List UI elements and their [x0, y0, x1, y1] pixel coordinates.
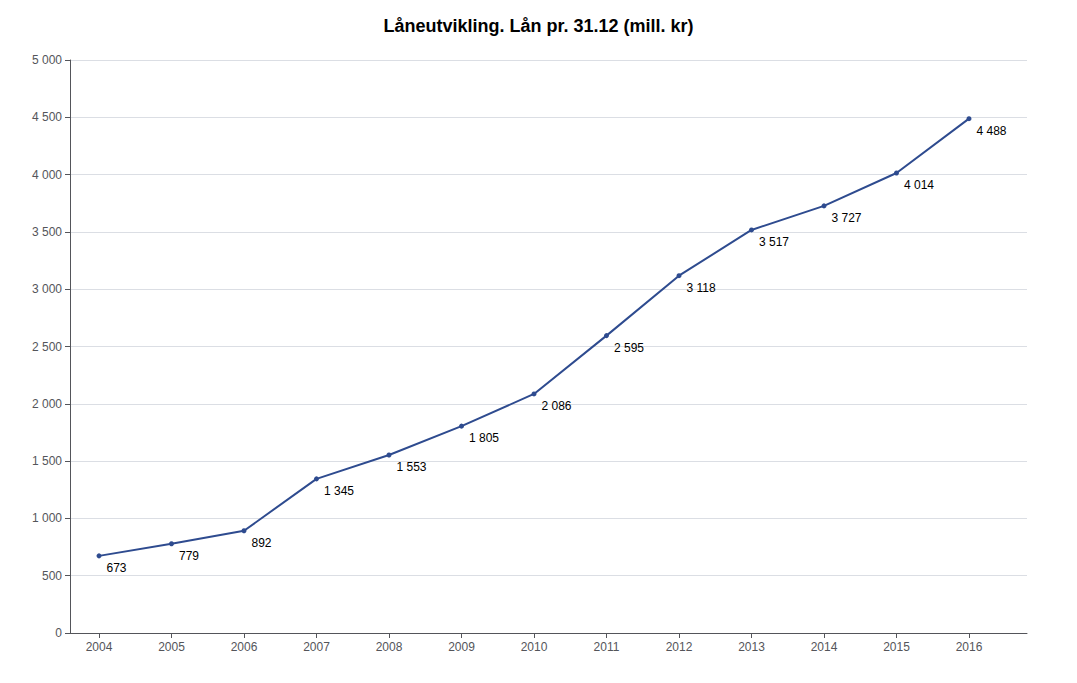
svg-text:2 500: 2 500 [32, 340, 62, 354]
svg-text:2012: 2012 [666, 640, 693, 654]
svg-text:1 553: 1 553 [397, 460, 427, 474]
svg-text:2013: 2013 [738, 640, 765, 654]
svg-text:2006: 2006 [231, 640, 258, 654]
svg-text:2004: 2004 [86, 640, 113, 654]
svg-text:3 727: 3 727 [832, 211, 862, 225]
svg-text:779: 779 [179, 549, 199, 563]
svg-text:2008: 2008 [376, 640, 403, 654]
svg-text:3 118: 3 118 [687, 281, 716, 295]
svg-text:892: 892 [252, 536, 272, 550]
svg-text:3 517: 3 517 [759, 235, 789, 249]
svg-text:673: 673 [107, 561, 127, 575]
svg-text:500: 500 [42, 569, 62, 583]
svg-text:3 000: 3 000 [32, 282, 62, 296]
svg-text:1 805: 1 805 [469, 431, 499, 445]
svg-text:0: 0 [55, 626, 62, 640]
svg-text:2010: 2010 [521, 640, 548, 654]
svg-text:2009: 2009 [448, 640, 475, 654]
svg-text:2011: 2011 [594, 640, 620, 654]
svg-text:1 500: 1 500 [32, 454, 62, 468]
svg-text:4 014: 4 014 [904, 178, 934, 192]
svg-text:5 000: 5 000 [32, 53, 62, 67]
svg-text:1 000: 1 000 [32, 511, 62, 525]
svg-text:2015: 2015 [883, 640, 910, 654]
svg-text:2 000: 2 000 [32, 397, 62, 411]
svg-text:2 086: 2 086 [542, 399, 572, 413]
svg-text:4 488: 4 488 [977, 124, 1007, 138]
svg-text:2014: 2014 [811, 640, 838, 654]
svg-text:2016: 2016 [956, 640, 983, 654]
svg-text:Låneutvikling. Lån pr. 31.12 (: Låneutvikling. Lån pr. 31.12 (mill. kr) [383, 16, 693, 36]
svg-text:2007: 2007 [303, 640, 330, 654]
svg-text:1 345: 1 345 [324, 484, 354, 498]
svg-text:2 595: 2 595 [614, 341, 644, 355]
svg-text:4 000: 4 000 [32, 168, 62, 182]
svg-text:4 500: 4 500 [32, 110, 62, 124]
svg-text:2005: 2005 [158, 640, 185, 654]
svg-text:3 500: 3 500 [32, 225, 62, 239]
